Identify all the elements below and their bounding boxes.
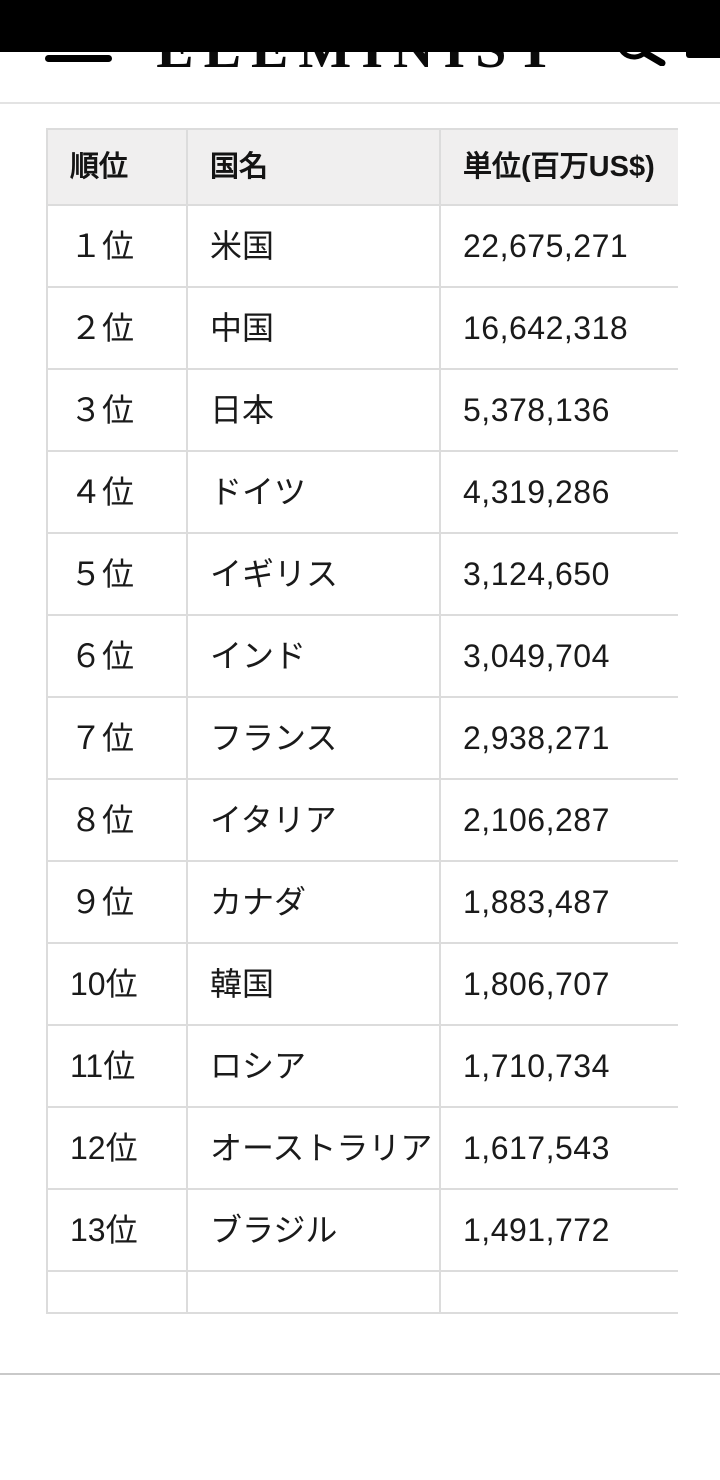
rank-cell: ７位 (46, 696, 188, 780)
country-cell: イギリス (186, 532, 441, 616)
country-cell: 韓国 (186, 942, 441, 1026)
rank-cell: ５位 (46, 532, 188, 616)
header-row: 順位 国名 単位(百万US$) (46, 128, 678, 206)
country-cell: イタリア (186, 778, 441, 862)
table-row: ９位 カナダ 1,883,487 (46, 860, 678, 944)
table-row: ７位 フランス 2,938,271 (46, 696, 678, 780)
country-cell: 日本 (186, 368, 441, 452)
country-cell: ドイツ (186, 450, 441, 534)
country-cell: 米国 (186, 204, 441, 288)
rank-cell: 12位 (46, 1106, 188, 1190)
rank-cell: ６位 (46, 614, 188, 698)
content-bottom-divider (0, 1373, 720, 1375)
column-header-unit: 単位(百万US$) (439, 128, 678, 206)
table-row: ２位 中国 16,642,318 (46, 286, 678, 370)
rank-cell: 10位 (46, 942, 188, 1026)
value-cell: 1,491,772 (439, 1188, 678, 1272)
rank-cell: ３位 (46, 368, 188, 452)
rank-cell: １位 (46, 204, 188, 288)
country-cell (186, 1270, 441, 1314)
table-row: ６位 インド 3,049,704 (46, 614, 678, 698)
table-row: 11位 ロシア 1,710,734 (46, 1024, 678, 1108)
rank-cell: 13位 (46, 1188, 188, 1272)
country-cell: フランス (186, 696, 441, 780)
value-cell: 1,883,487 (439, 860, 678, 944)
column-header-country: 国名 (186, 128, 441, 206)
table-row: １位 米国 22,675,271 (46, 204, 678, 288)
table-row: ８位 イタリア 2,106,287 (46, 778, 678, 862)
value-cell: 2,106,287 (439, 778, 678, 862)
country-cell: ロシア (186, 1024, 441, 1108)
rank-cell: 11位 (46, 1024, 188, 1108)
table-row-partial (46, 1270, 678, 1314)
hamburger-icon (45, 55, 112, 62)
rank-cell: ９位 (46, 860, 188, 944)
value-cell: 3,124,650 (439, 532, 678, 616)
value-cell: 1,710,734 (439, 1024, 678, 1108)
rank-cell: ２位 (46, 286, 188, 370)
gdp-ranking-table: 順位 国名 単位(百万US$) １位 米国 22,675,271 ２位 中国 1… (46, 128, 678, 1314)
value-cell: 4,319,286 (439, 450, 678, 534)
table-row: ４位 ドイツ 4,319,286 (46, 450, 678, 534)
value-cell: 22,675,271 (439, 204, 678, 288)
country-cell: カナダ (186, 860, 441, 944)
table-header: 順位 国名 単位(百万US$) (46, 128, 678, 206)
value-cell (439, 1270, 678, 1314)
country-cell: オーストラリア (186, 1106, 441, 1190)
column-header-rank: 順位 (46, 128, 188, 206)
top-black-banner (0, 0, 720, 52)
country-cell: インド (186, 614, 441, 698)
value-cell: 1,806,707 (439, 942, 678, 1026)
value-cell: 16,642,318 (439, 286, 678, 370)
rank-cell: ８位 (46, 778, 188, 862)
table-row: 13位 ブラジル 1,491,772 (46, 1188, 678, 1272)
country-cell: ブラジル (186, 1188, 441, 1272)
rank-cell (46, 1270, 188, 1314)
table-row: 12位 オーストラリア 1,617,543 (46, 1106, 678, 1190)
table-body: １位 米国 22,675,271 ２位 中国 16,642,318 ３位 日本 … (46, 204, 678, 1314)
value-cell: 5,378,136 (439, 368, 678, 452)
value-cell: 2,938,271 (439, 696, 678, 780)
partial-header-icon (686, 52, 720, 58)
table-row: 10位 韓国 1,806,707 (46, 942, 678, 1026)
country-cell: 中国 (186, 286, 441, 370)
ranking-table-container: 順位 国名 単位(百万US$) １位 米国 22,675,271 ２位 中国 1… (46, 128, 678, 1373)
table-row: ３位 日本 5,378,136 (46, 368, 678, 452)
rank-cell: ４位 (46, 450, 188, 534)
table-row: ５位 イギリス 3,124,650 (46, 532, 678, 616)
value-cell: 1,617,543 (439, 1106, 678, 1190)
value-cell: 3,049,704 (439, 614, 678, 698)
